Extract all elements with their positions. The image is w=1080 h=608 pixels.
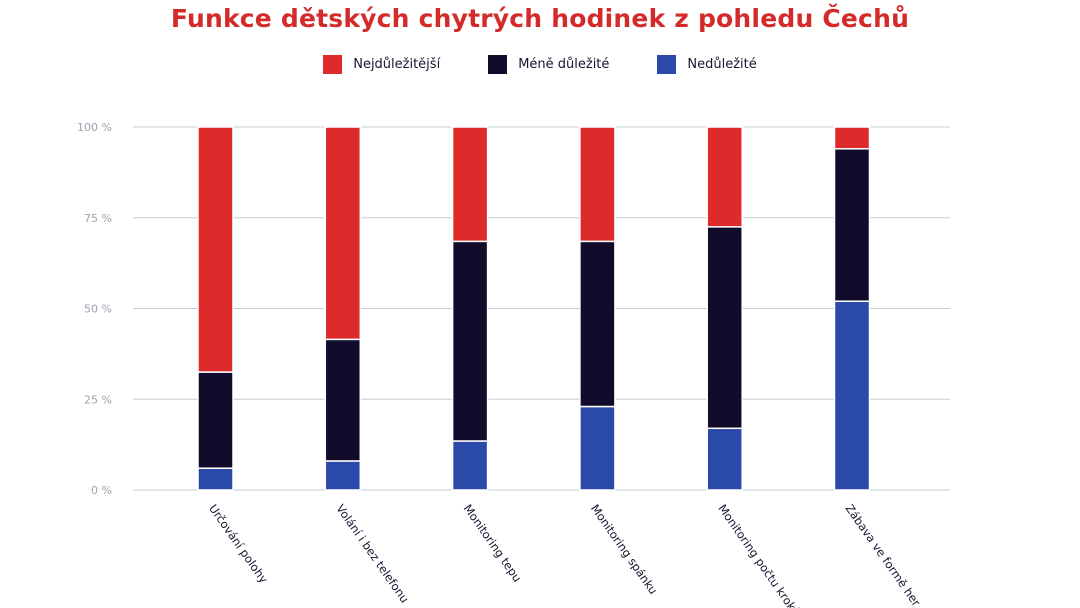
- legend-label: Nedůležité: [687, 57, 757, 72]
- legend-item-mene-dulezite: Méně důležité: [488, 55, 609, 74]
- bar-segment: [579, 405, 616, 491]
- legend-label: Méně důležité: [518, 57, 610, 72]
- bars: [197, 126, 871, 491]
- bar-segment: [451, 240, 489, 442]
- legend-item-nedulezite: Nedůležité: [657, 55, 757, 74]
- bar-segment: [833, 126, 871, 150]
- legend-item-nejdulezitejsi: Nejdůležitější: [323, 55, 440, 74]
- bar-segment: [579, 240, 616, 408]
- x-category-label: Monitoring tepu: [461, 502, 525, 585]
- bar-segment: [324, 460, 362, 491]
- bar-segment: [579, 126, 616, 243]
- bar-segment: [833, 300, 871, 491]
- bar-segment: [833, 148, 871, 302]
- bar-segment: [197, 371, 234, 469]
- y-tick-label: 0 %: [91, 484, 112, 497]
- bar-segment: [197, 126, 234, 373]
- legend-swatch-nedulezite: [657, 55, 677, 74]
- x-category-label: Určování polohy: [206, 502, 271, 586]
- y-tick-label: 50 %: [84, 303, 112, 316]
- x-category-label: Monitoring počtu kroků: [715, 502, 803, 608]
- bar-segment: [706, 126, 743, 228]
- y-tick-label: 100 %: [77, 121, 112, 134]
- x-axis-labels: Určování polohy Volání i bez telefonu Moni…: [206, 502, 923, 608]
- y-tick-label: 25 %: [84, 393, 112, 406]
- legend: Nejdůležitější Méně důležité Nedůležité: [0, 55, 1080, 74]
- bar-segment: [706, 226, 743, 430]
- x-category-label: Monitoring spánku: [588, 502, 660, 597]
- x-category-label: Zábava ve formě her: [843, 502, 924, 608]
- bar-segment: [706, 427, 743, 491]
- bar-segment: [324, 126, 362, 341]
- bar-segment: [197, 467, 234, 491]
- chart-title: Funkce dětských chytrých hodinek z pohle…: [170, 4, 910, 33]
- y-tick-label: 75 %: [84, 212, 112, 225]
- x-category-label: Volání i bez telefonu: [333, 502, 411, 606]
- bar-segment: [451, 440, 489, 491]
- legend-label: Nejdůležitější: [353, 57, 441, 72]
- y-axis-ticks: 0 % 25 % 50 % 75 % 100 %: [77, 121, 112, 497]
- legend-swatch-mene-dulezite: [488, 55, 508, 74]
- bar-segment: [324, 338, 362, 462]
- gridlines: [133, 126, 950, 491]
- legend-swatch-nejdulezitejsi: [323, 55, 343, 74]
- bar-segment: [451, 126, 489, 243]
